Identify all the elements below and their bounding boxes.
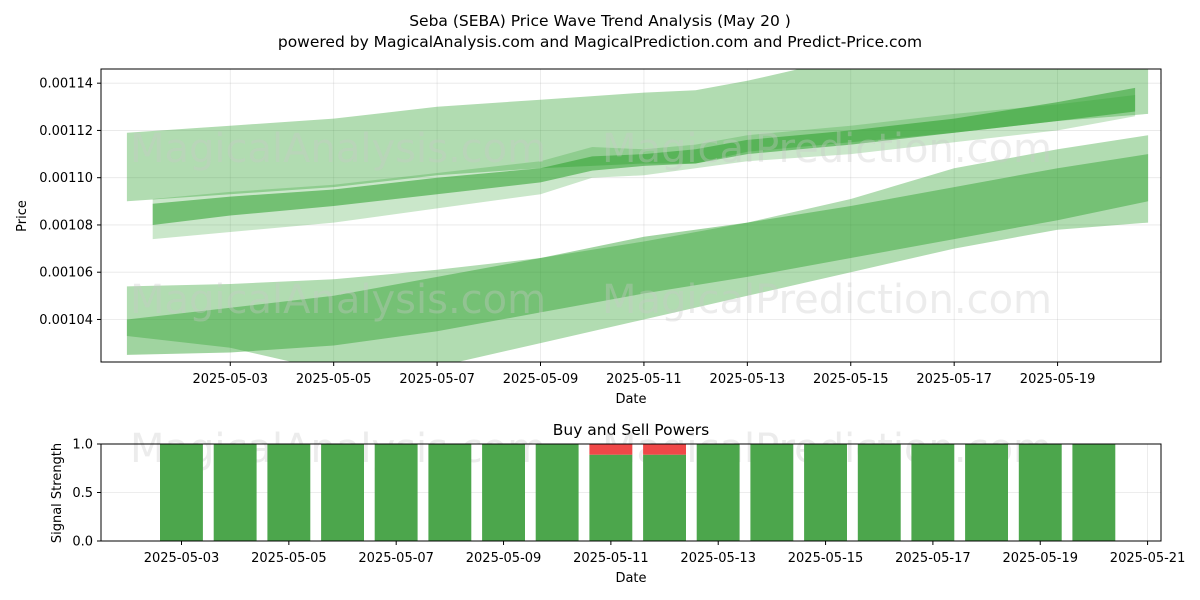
price-bands bbox=[126, 69, 1149, 362]
price-wave-band-1 bbox=[126, 69, 1149, 202]
signal-x-tick-label: 2025-05-21 bbox=[1110, 551, 1186, 566]
price-wave-band-3 bbox=[152, 87, 1136, 226]
signal-y-tick-label: 0.0 bbox=[72, 535, 93, 550]
sell-bar bbox=[643, 444, 686, 455]
price-wave-band-4 bbox=[126, 135, 1149, 362]
signal-y-ticks: 0.0 0.5 1.0 bbox=[72, 438, 101, 550]
figure-title: Seba (SEBA) Price Wave Trend Analysis (M… bbox=[409, 12, 791, 30]
buy-bar bbox=[696, 444, 740, 541]
price-x-axis-label: Date bbox=[615, 392, 646, 407]
signal-x-tick-label: 2025-05-17 bbox=[895, 551, 971, 566]
price-x-tick-label: 2025-05-07 bbox=[399, 372, 475, 387]
buy-bar bbox=[428, 444, 472, 541]
buy-bar bbox=[750, 444, 794, 541]
signal-x-tick-label: 2025-05-13 bbox=[680, 551, 756, 566]
signal-x-tick-label: 2025-05-09 bbox=[466, 551, 542, 566]
signal-x-axis-label: Date bbox=[615, 571, 646, 586]
signal-x-tick-label: 2025-05-05 bbox=[251, 551, 327, 566]
price-y-tick-label: 0.00114 bbox=[39, 77, 93, 92]
buy-bar bbox=[589, 454, 633, 541]
buy-bar bbox=[1072, 444, 1116, 541]
price-x-tick-label: 2025-05-03 bbox=[192, 372, 268, 387]
price-x-tick-label: 2025-05-15 bbox=[813, 372, 889, 387]
price-x-tick-label: 2025-05-17 bbox=[916, 372, 992, 387]
signal-chart-title: Buy and Sell Powers bbox=[553, 421, 710, 439]
buy-bar bbox=[1018, 444, 1062, 541]
price-x-tick-label: 2025-05-13 bbox=[710, 372, 786, 387]
buy-bar bbox=[535, 444, 579, 541]
figure-subtitle: powered by MagicalAnalysis.com and Magic… bbox=[278, 33, 922, 51]
price-y-tick-label: 0.00112 bbox=[39, 124, 93, 139]
price-wave-band-5 bbox=[126, 154, 1149, 355]
signal-x-tick-label: 2025-05-07 bbox=[358, 551, 434, 566]
price-x-tick-label: 2025-05-09 bbox=[503, 372, 579, 387]
signal-y-axis-label: Signal Strength bbox=[50, 443, 65, 543]
watermark-prediction: MagicalPrediction.com bbox=[602, 126, 1052, 172]
price-y-tick-label: 0.00106 bbox=[39, 266, 93, 281]
buy-bar bbox=[643, 454, 686, 541]
signal-x-tick-label: 2025-05-03 bbox=[144, 551, 220, 566]
signal-x-ticks: 2025-05-03 2025-05-05 2025-05-07 2025-05-09… bbox=[144, 541, 1186, 566]
watermark-analysis: MagicalAnalysis.com bbox=[130, 126, 546, 172]
signal-chart: Buy and Sell Powers MagicalAnalysis.com … bbox=[50, 421, 1185, 586]
signal-bars bbox=[160, 444, 1116, 541]
price-y-ticks: 0.00104 0.00106 0.00108 0.00110 0.00112 0.001… bbox=[39, 77, 101, 328]
watermark-analysis-2: MagicalAnalysis.com bbox=[130, 277, 546, 323]
buy-bar bbox=[965, 444, 1008, 541]
buy-bar bbox=[911, 444, 955, 541]
price-y-tick-label: 0.00108 bbox=[39, 218, 93, 233]
price-x-tick-label: 2025-05-11 bbox=[606, 372, 682, 387]
signal-x-tick-label: 2025-05-15 bbox=[788, 551, 864, 566]
signal-x-tick-label: 2025-05-19 bbox=[1002, 551, 1078, 566]
signal-y-tick-label: 0.5 bbox=[72, 486, 93, 501]
buy-bar bbox=[857, 444, 901, 541]
buy-bar bbox=[160, 444, 203, 541]
watermark-prediction-2: MagicalPrediction.com bbox=[602, 277, 1052, 323]
signal-y-tick-label: 1.0 bbox=[72, 438, 93, 453]
buy-bar bbox=[804, 444, 847, 541]
price-y-tick-label: 0.00104 bbox=[39, 313, 93, 328]
signal-x-tick-label: 2025-05-11 bbox=[573, 551, 649, 566]
price-x-tick-label: 2025-05-05 bbox=[296, 372, 372, 387]
buy-bar bbox=[321, 444, 364, 541]
buy-bar bbox=[374, 444, 418, 541]
price-y-tick-label: 0.00110 bbox=[39, 171, 93, 186]
price-chart: MagicalAnalysis.com MagicalPrediction.co… bbox=[15, 68, 1162, 407]
buy-bar bbox=[213, 444, 257, 541]
price-x-tick-label: 2025-05-19 bbox=[1020, 372, 1096, 387]
price-plot-frame bbox=[100, 68, 1162, 363]
buy-bar bbox=[267, 444, 311, 541]
buy-bar bbox=[482, 444, 525, 541]
sell-bar bbox=[589, 444, 633, 455]
price-y-axis-label: Price bbox=[15, 200, 30, 232]
price-x-ticks: 2025-05-03 2025-05-05 2025-05-07 2025-05-09… bbox=[192, 362, 1095, 387]
